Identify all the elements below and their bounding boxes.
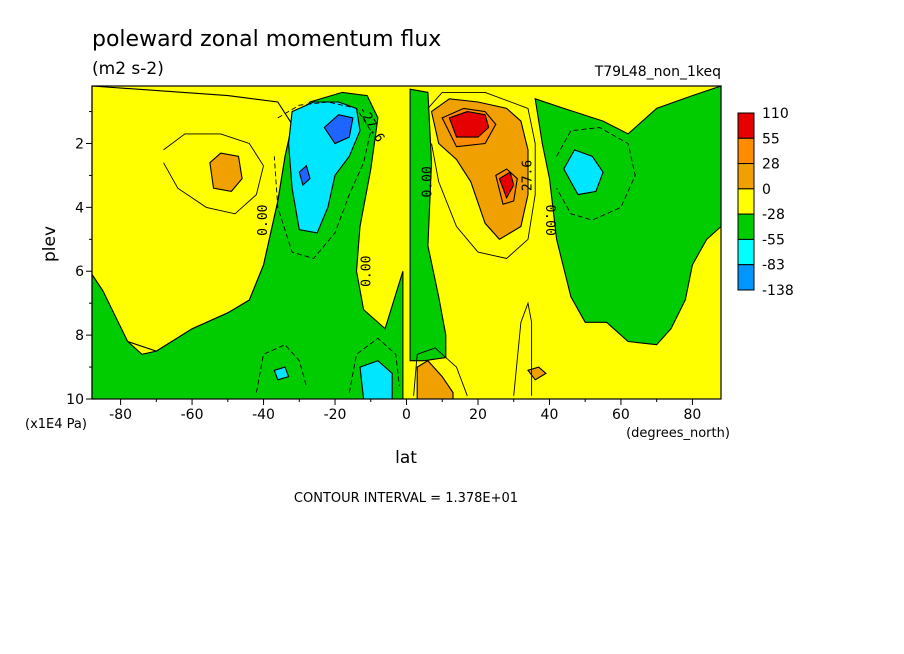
colorbar-label: 0 — [762, 182, 771, 198]
y-tick-label: 6 — [75, 264, 84, 280]
contour-label: 0.00 — [420, 166, 435, 197]
contour-line-south-neg — [273, 101, 372, 260]
neg83-cell-south-core — [323, 114, 354, 145]
colorbar-label: 55 — [762, 131, 780, 147]
colorbar-swatch — [737, 137, 755, 165]
pos110-cell-north-secondary — [498, 171, 515, 200]
x-tick-label: -40 — [252, 407, 275, 423]
colorbar-label: -28 — [762, 207, 785, 223]
colorbar-label: -55 — [762, 232, 785, 248]
contour-label: 0.00 — [360, 256, 375, 287]
y-axis: 2 4 6 8 10 — [66, 111, 92, 408]
y-axis-label: plev — [40, 226, 60, 262]
colorbar-label: 110 — [762, 106, 789, 122]
contour-line-south-pos — [163, 133, 264, 215]
colorbar-swatch — [737, 188, 755, 215]
neg55-cell-north-midlat — [563, 149, 604, 196]
x-tick-label: 20 — [469, 407, 487, 423]
colorbar-swatch — [737, 163, 755, 190]
x-axis-label: lat — [395, 448, 417, 468]
neg83-cell-south-dot — [298, 164, 311, 187]
colorbar-label: 28 — [762, 157, 780, 173]
contour-label: 0.00 — [256, 204, 271, 235]
chart-subtitle: (m2 s-2) — [92, 59, 164, 79]
colorbar-legend: 110 55 28 0 -28 -55 -83 -138 — [737, 106, 794, 299]
colorbar-label: -138 — [762, 283, 794, 299]
run-label: T79L48_non_1keq — [594, 64, 721, 80]
contour-line-north-pos-surface — [413, 347, 468, 396]
pos110-cell-north-core — [448, 111, 490, 138]
pos-region-south-midlat — [91, 85, 293, 352]
y-tick-label: 4 — [75, 200, 84, 216]
pos28-cell-north-dot — [527, 366, 547, 381]
y-tick-label: 8 — [75, 328, 84, 344]
neg-region-northern-strip — [409, 88, 447, 362]
y-tick-label: 10 — [66, 392, 84, 408]
pos28-cell-south-midlat — [209, 152, 243, 192]
y-tick-label: 2 — [75, 136, 84, 152]
contour-line-north-pos — [427, 91, 536, 259]
x-axis: -80 -60 -40 -20 0 20 40 60 80 — [109, 399, 701, 423]
x-tick-label: -80 — [109, 407, 132, 423]
neg-region-north-midlat — [534, 85, 722, 346]
x-tick-label: 80 — [683, 407, 701, 423]
colorbar-swatch — [737, 213, 755, 240]
neg55-cell-south-surface — [359, 360, 393, 400]
y-axis-units: (x1E4 Pa) — [25, 417, 87, 432]
contour-label: 0.00 — [542, 204, 557, 235]
x-axis-units: (degrees_north) — [626, 426, 730, 441]
x-tick-label: -20 — [324, 407, 347, 423]
colorbar-swatch — [737, 112, 755, 139]
contour-line-south-neg-surface — [255, 344, 307, 393]
contour-interval-footer: CONTOUR INTERVAL = 1.378E+01 — [294, 491, 518, 506]
contour-line-south-neg-surface2 — [348, 337, 400, 393]
colorbar-label: -83 — [762, 258, 785, 274]
x-tick-label: 60 — [612, 407, 630, 423]
neg55-cell-south-small — [273, 366, 290, 381]
chart-title: poleward zonal momentum flux — [92, 27, 441, 52]
contour-label: 27.6 — [521, 160, 536, 191]
colorbar-swatch — [737, 238, 755, 266]
colorbar-swatch — [737, 264, 755, 291]
contour-line-north-neg — [556, 127, 636, 221]
x-tick-label: 40 — [541, 407, 559, 423]
contour-line-north-pos-low — [513, 301, 533, 396]
x-tick-label: -60 — [181, 407, 204, 423]
x-tick-label: 0 — [402, 407, 411, 423]
